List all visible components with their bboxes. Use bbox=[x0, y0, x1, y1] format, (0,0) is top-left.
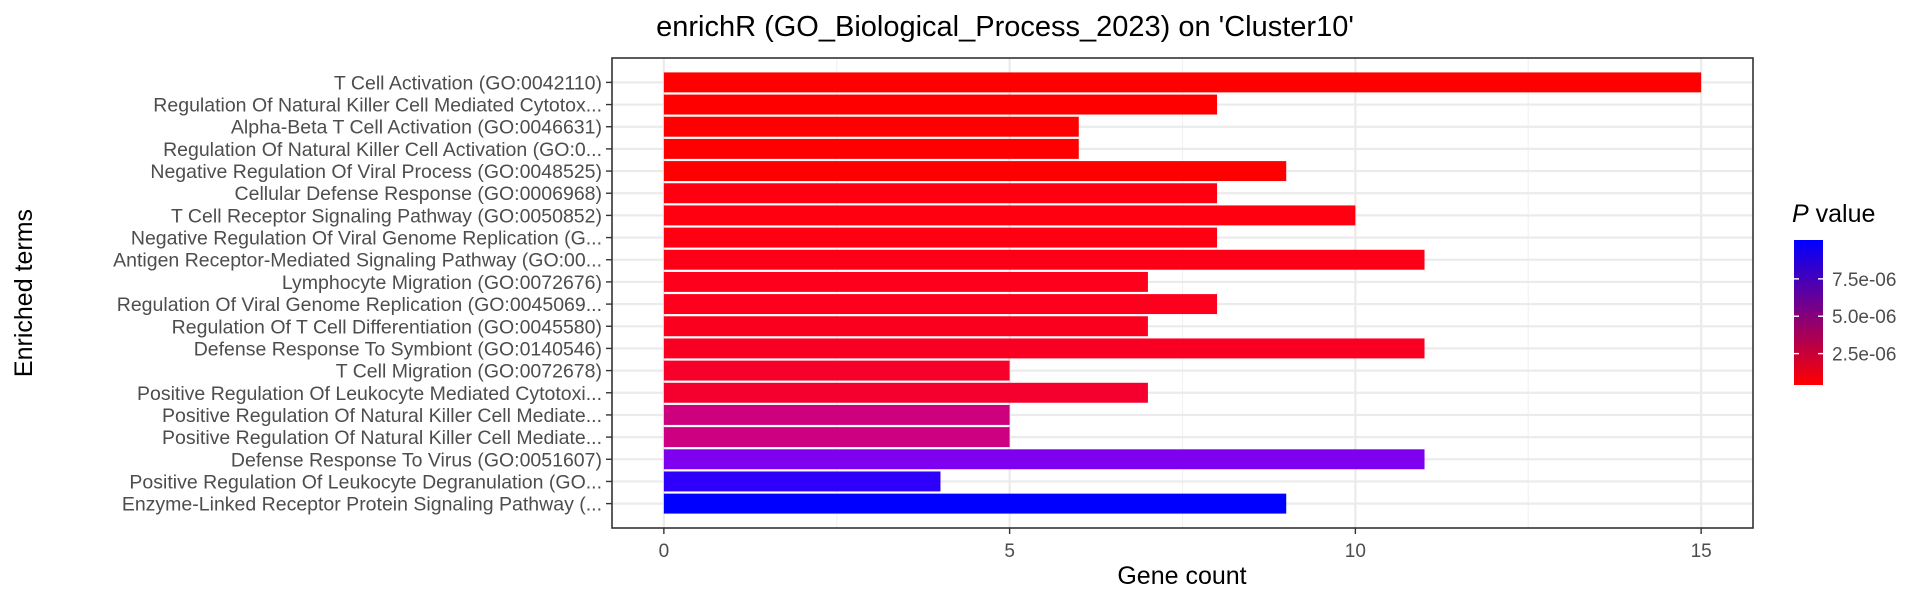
bar bbox=[663, 138, 1079, 159]
bar bbox=[663, 249, 1425, 270]
bars bbox=[663, 72, 1702, 514]
y-tick-label: Negative Regulation Of Viral Genome Repl… bbox=[131, 228, 602, 250]
chart-title: enrichR (GO_Biological_Process_2023) on … bbox=[656, 11, 1354, 43]
x-axis-title: Gene count bbox=[1117, 562, 1246, 590]
x-axis: 0 5 10 15 bbox=[659, 528, 1712, 562]
legend-ticks: 2.5e-06 5.0e-06 7.5e-06 bbox=[1794, 270, 1896, 366]
legend-tick-label: 2.5e-06 bbox=[1832, 345, 1896, 366]
bar bbox=[663, 227, 1218, 248]
bar bbox=[663, 205, 1356, 226]
plot-border bbox=[611, 57, 1754, 529]
y-axis: T Cell Activation (GO:0042110)Regulation… bbox=[113, 72, 612, 516]
y-tick-label: T Cell Activation (GO:0042110) bbox=[334, 72, 602, 94]
x-tick-label: 0 bbox=[659, 541, 670, 562]
legend-tick-label: 5.0e-06 bbox=[1832, 307, 1896, 328]
legend-colorbar bbox=[1794, 240, 1823, 385]
y-tick-label: Defense Response To Symbiont (GO:0140546… bbox=[194, 338, 602, 360]
legend-tick-label: 7.5e-06 bbox=[1832, 270, 1896, 291]
x-tick-label: 10 bbox=[1345, 541, 1366, 562]
y-tick-label: Regulation Of Natural Killer Cell Activa… bbox=[163, 139, 602, 161]
bar bbox=[663, 72, 1702, 93]
bar bbox=[663, 360, 1010, 381]
legend-title-p: P bbox=[1792, 200, 1809, 228]
bar bbox=[663, 94, 1218, 115]
y-tick-label: Positive Regulation Of Natural Killer Ce… bbox=[162, 405, 602, 427]
bar bbox=[663, 404, 1010, 425]
x-tick-label: 5 bbox=[1004, 541, 1015, 562]
y-tick-label: Lymphocyte Migration (GO:0072676) bbox=[282, 272, 602, 294]
y-tick-label: Positive Regulation Of Leukocyte Degranu… bbox=[129, 471, 602, 493]
y-axis-title: Enriched terms bbox=[10, 209, 38, 377]
y-tick-label: Regulation Of T Cell Differentiation (GO… bbox=[172, 316, 602, 338]
y-tick-label: Antigen Receptor-Mediated Signaling Path… bbox=[113, 250, 602, 272]
bar bbox=[663, 116, 1079, 137]
bar bbox=[663, 161, 1287, 182]
bar bbox=[663, 382, 1148, 403]
y-tick-label: Negative Regulation Of Viral Process (GO… bbox=[150, 161, 602, 183]
bar bbox=[663, 338, 1425, 359]
y-tick-label: Regulation Of Natural Killer Cell Mediat… bbox=[153, 95, 602, 117]
y-tick-label: T Cell Migration (GO:0072678) bbox=[336, 361, 602, 383]
bar bbox=[663, 471, 941, 492]
y-tick-label: Positive Regulation Of Leukocyte Mediate… bbox=[137, 383, 602, 405]
bar bbox=[663, 427, 1010, 448]
y-tick-label: Enzyme-Linked Receptor Protein Signaling… bbox=[122, 494, 602, 516]
x-tick-label: 15 bbox=[1691, 541, 1712, 562]
y-tick-label: Positive Regulation Of Natural Killer Ce… bbox=[162, 427, 602, 449]
y-tick-label: Cellular Defense Response (GO:0006968) bbox=[235, 183, 602, 205]
legend: P value 2.5e-06 5.0e-06 7.5e-06 bbox=[1792, 200, 1896, 385]
y-tick-label: Regulation Of Viral Genome Replication (… bbox=[117, 294, 602, 316]
bar bbox=[663, 316, 1148, 337]
legend-title: P value bbox=[1792, 200, 1875, 228]
y-tick-label: Defense Response To Virus (GO:0051607) bbox=[231, 449, 602, 471]
legend-title-rest: value bbox=[1809, 200, 1876, 228]
y-tick-label: Alpha-Beta T Cell Activation (GO:0046631… bbox=[231, 117, 602, 139]
bar bbox=[663, 449, 1425, 470]
bar bbox=[663, 294, 1218, 315]
y-tick-label: T Cell Receptor Signaling Pathway (GO:00… bbox=[171, 205, 602, 227]
bar bbox=[663, 183, 1218, 204]
bar bbox=[663, 271, 1148, 292]
bar bbox=[663, 493, 1287, 514]
